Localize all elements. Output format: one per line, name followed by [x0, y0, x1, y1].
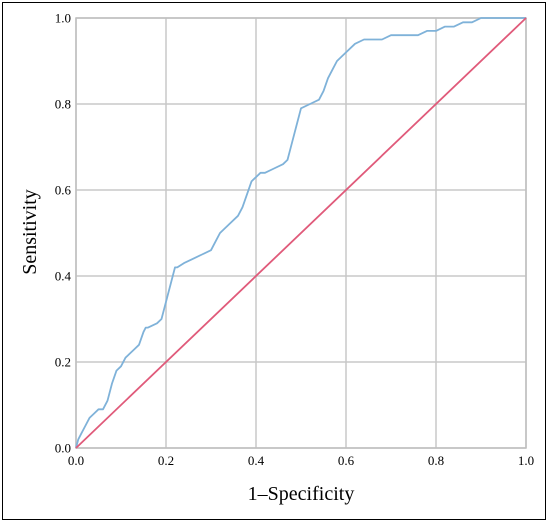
x-tick-label: 0.4 [248, 453, 265, 468]
y-tick-label: 0.6 [55, 183, 72, 198]
series-group [75, 17, 527, 449]
y-tick-label: 0.0 [55, 441, 71, 456]
x-tick-label: 0.2 [158, 453, 174, 468]
y-tick-label: 0.2 [55, 355, 71, 370]
chart-frame [2, 2, 546, 520]
x-tick-label: 1.0 [518, 453, 534, 468]
plot-border [75, 17, 527, 449]
y-axis-label: Sensitivity [19, 189, 41, 275]
x-tick-label: 0.8 [428, 453, 444, 468]
y-tick-label: 1.0 [55, 11, 71, 26]
y-tick-labels: 0.0 0.2 0.4 0.6 0.8 1.0 [55, 11, 72, 456]
x-axis-label: 1–Specificity [248, 483, 355, 505]
y-tick-label: 0.8 [55, 97, 71, 112]
x-tick-labels: 0.0 0.2 0.4 0.6 0.8 1.0 [68, 453, 534, 468]
y-tick-label: 0.4 [55, 269, 72, 284]
roc-curve-line [75, 17, 526, 449]
x-tick-label: 0.6 [338, 453, 355, 468]
plot-area-border [75, 17, 527, 449]
x-tick-label: 0.0 [68, 453, 84, 468]
reference-diagonal-line [75, 17, 527, 449]
